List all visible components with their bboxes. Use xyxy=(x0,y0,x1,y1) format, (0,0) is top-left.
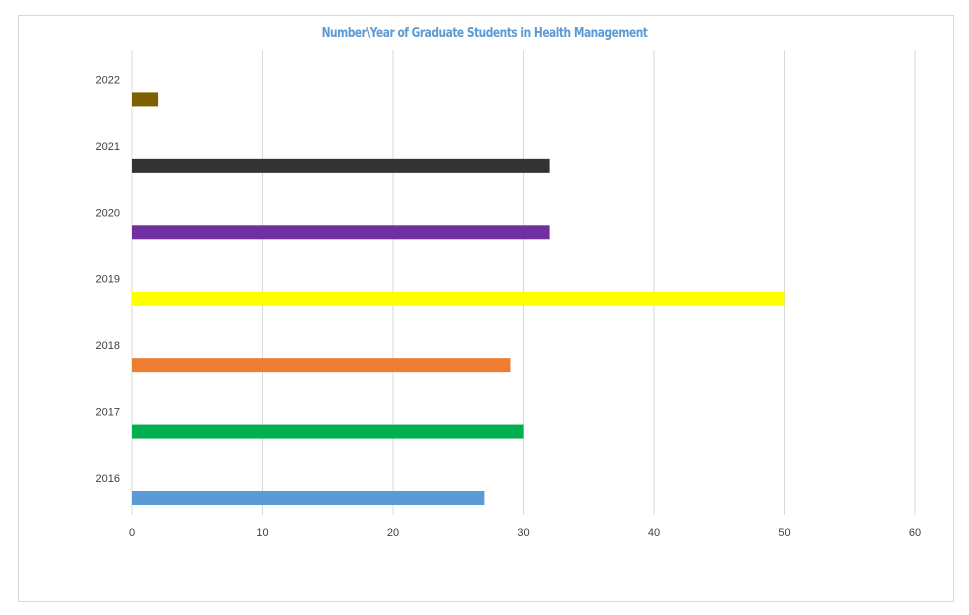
x-tick-label: 30 xyxy=(517,527,529,539)
y-tick-label: 2022 xyxy=(96,74,120,86)
y-tick-label: 2019 xyxy=(96,274,120,286)
x-tick-label: 40 xyxy=(648,527,660,539)
x-tick-label: 50 xyxy=(778,527,790,539)
y-tick-labels: 2016 2017 2018 2019 2020 2021 2022 xyxy=(96,74,120,485)
y-tick-label: 2020 xyxy=(96,207,120,219)
x-tick-label: 60 xyxy=(909,527,921,539)
bar-2020 xyxy=(132,225,550,240)
gridlines xyxy=(131,50,916,515)
bar-2018 xyxy=(132,358,511,373)
x-tick-label: 20 xyxy=(387,527,399,539)
bar-2022 xyxy=(132,92,159,107)
x-tick-label: 0 xyxy=(129,527,135,539)
y-tick-label: 2017 xyxy=(96,407,120,419)
x-tick-label: 10 xyxy=(256,527,268,539)
bar-2016 xyxy=(132,491,485,505)
bar-2019 xyxy=(132,291,785,306)
y-tick-label: 2018 xyxy=(96,340,120,352)
bar-2021 xyxy=(132,158,550,173)
chart-title: Number\Year of Graduate Students in Heal… xyxy=(321,26,648,41)
x-tick-labels: 0 10 20 30 40 50 60 xyxy=(129,527,921,539)
y-tick-label: 2021 xyxy=(96,141,120,153)
bars xyxy=(132,92,785,505)
y-tick-label: 2016 xyxy=(96,473,120,485)
bar-2017 xyxy=(132,424,524,439)
